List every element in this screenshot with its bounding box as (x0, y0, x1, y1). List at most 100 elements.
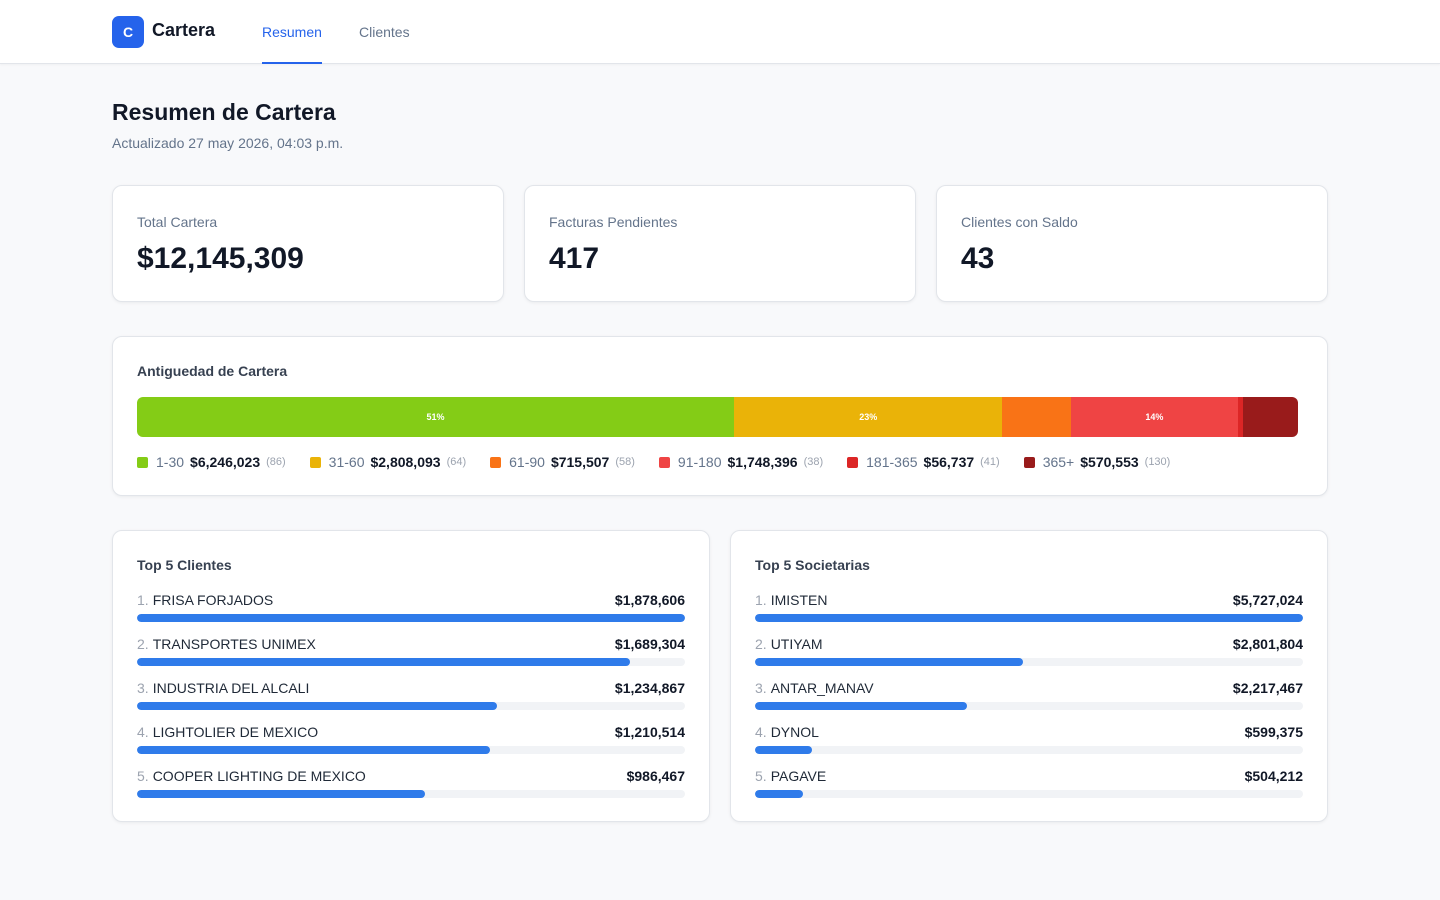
rank: 2. (755, 636, 767, 652)
list-row: 1. IMISTEN $5,727,024 (755, 592, 1303, 628)
card-title: Antiguedad de Cartera (137, 363, 288, 379)
bar (137, 790, 425, 798)
item-amount: $599,375 (1244, 724, 1303, 740)
legend-label: 31-60 (328, 454, 365, 470)
name: DYNOL (770, 724, 819, 740)
kpi-value: 43 (961, 242, 995, 275)
aging-segment: 14% (1070, 397, 1238, 437)
bar-track (755, 790, 1303, 798)
top-list-card: Top 5 Clientes 1. FRISA FORJADOS $1,878,606… (112, 530, 710, 822)
item-name: 3. INDUSTRIA DEL ALCALI (137, 680, 309, 696)
item-name: 1. IMISTEN (755, 592, 827, 608)
list-row: 4. LIGHTOLIER DE MEXICO $1,210,514 (137, 724, 685, 760)
rank: 1. (755, 592, 767, 608)
rank: 3. (755, 680, 767, 696)
item-name: 1. FRISA FORJADOS (137, 592, 273, 608)
bar-track (755, 702, 1303, 710)
subtitle: Actualizado 27 may 2026, 04:03 p.m. (112, 135, 344, 151)
legend-swatch (490, 456, 502, 468)
name: COOPER LIGHTING DE MEXICO (152, 768, 366, 784)
legend-item: 365+ $570,553 (130) (1023, 454, 1170, 470)
tab[interactable]: Resumen (262, 0, 322, 64)
legend-item: 1-30 $6,246,023 (86) (137, 454, 286, 470)
card-title: Top 5 Societarias (755, 557, 870, 573)
rank: 4. (755, 724, 767, 740)
legend-label: 1-30 (156, 454, 185, 470)
aging-segment (1243, 397, 1298, 437)
logo[interactable]: C (112, 16, 144, 48)
kpi-label: Facturas Pendientes (549, 214, 678, 230)
kpi-label: Total Cartera (137, 214, 218, 230)
legend-amount: $6,246,023 (190, 454, 261, 470)
aging-segment: 51% (137, 397, 735, 437)
item-name: 5. COOPER LIGHTING DE MEXICO (137, 768, 366, 784)
bar (755, 702, 968, 710)
legend-label: 365+ (1042, 454, 1075, 470)
item-amount: $504,212 (1244, 768, 1303, 784)
rank: 5. (755, 768, 767, 784)
bar-track (137, 790, 685, 798)
item-amount: $986,467 (626, 768, 685, 784)
aging-segment: 23% (734, 397, 1003, 437)
item-name: 3. ANTAR_MANAV (755, 680, 874, 696)
brand[interactable]: Cartera (152, 20, 216, 40)
list-row: 5. COOPER LIGHTING DE MEXICO $986,467 (137, 768, 685, 804)
item-name: 2. UTIYAM (755, 636, 823, 652)
name: ANTAR_MANAV (770, 680, 874, 696)
legend-amount: $2,808,093 (370, 454, 441, 470)
rank: 5. (137, 768, 149, 784)
bar (755, 790, 804, 798)
legend-count: (38) (803, 456, 824, 468)
bar-track (755, 658, 1303, 666)
item-amount: $2,801,804 (1232, 636, 1303, 652)
legend-amount: $570,553 (1080, 454, 1139, 470)
bar-track (137, 658, 685, 666)
rank: 3. (137, 680, 149, 696)
list-row: 1. FRISA FORJADOS $1,878,606 (137, 592, 685, 628)
bar (755, 614, 1303, 622)
bar-track (137, 702, 685, 710)
name: TRANSPORTES UNIMEX (152, 636, 316, 652)
percent-label: 23% (859, 412, 878, 422)
bar-track (755, 746, 1303, 754)
legend-swatch (1023, 456, 1035, 468)
kpi-card: Facturas Pendientes 417 (524, 185, 916, 302)
legend-item: 31-60 $2,808,093 (64) (309, 454, 466, 470)
item-amount: $1,878,606 (614, 592, 685, 608)
legend-amount: $56,737 (923, 454, 975, 470)
aging-segment (1002, 397, 1071, 437)
percent-label: 14% (1145, 412, 1164, 422)
rank: 2. (137, 636, 149, 652)
bar (137, 702, 498, 710)
item-name: 2. TRANSPORTES UNIMEX (137, 636, 316, 652)
bar (137, 614, 685, 622)
list-row: 5. PAGAVE $504,212 (755, 768, 1303, 804)
nav-bar: C Cartera Resumen Clientes (0, 0, 1440, 64)
list-row: 4. DYNOL $599,375 (755, 724, 1303, 760)
legend-label: 91-180 (677, 454, 722, 470)
bar-track (755, 614, 1303, 622)
legend-item: 61-90 $715,507 (58) (490, 454, 635, 470)
bar (755, 658, 1024, 666)
tab[interactable]: Clientes (359, 24, 410, 40)
name: PAGAVE (770, 768, 827, 784)
rank: 4. (137, 724, 149, 740)
list-row: 3. ANTAR_MANAV $2,217,467 (755, 680, 1303, 716)
legend-swatch (847, 456, 859, 468)
item-amount: $1,234,867 (614, 680, 685, 696)
card-title: Top 5 Clientes (137, 557, 232, 573)
legend-amount: $715,507 (550, 454, 610, 470)
kpi-card: Total Cartera $12,145,309 (112, 185, 504, 302)
name: INDUSTRIA DEL ALCALI (152, 680, 310, 696)
legend: 1-30 $6,246,023 (86) 31-60 $2,808,093 (64) 61-… (137, 454, 1170, 470)
name: UTIYAM (770, 636, 823, 652)
legend-label: 181-365 (866, 454, 918, 470)
item-name: 5. PAGAVE (755, 768, 826, 784)
name: IMISTEN (770, 592, 828, 608)
kpi-label: Clientes con Saldo (961, 214, 1078, 230)
item-name: 4. LIGHTOLIER DE MEXICO (137, 724, 318, 740)
bar (755, 746, 813, 754)
kpi-card: Clientes con Saldo 43 (936, 185, 1328, 302)
legend-item: 181-365 $56,737 (41) (847, 454, 1000, 470)
